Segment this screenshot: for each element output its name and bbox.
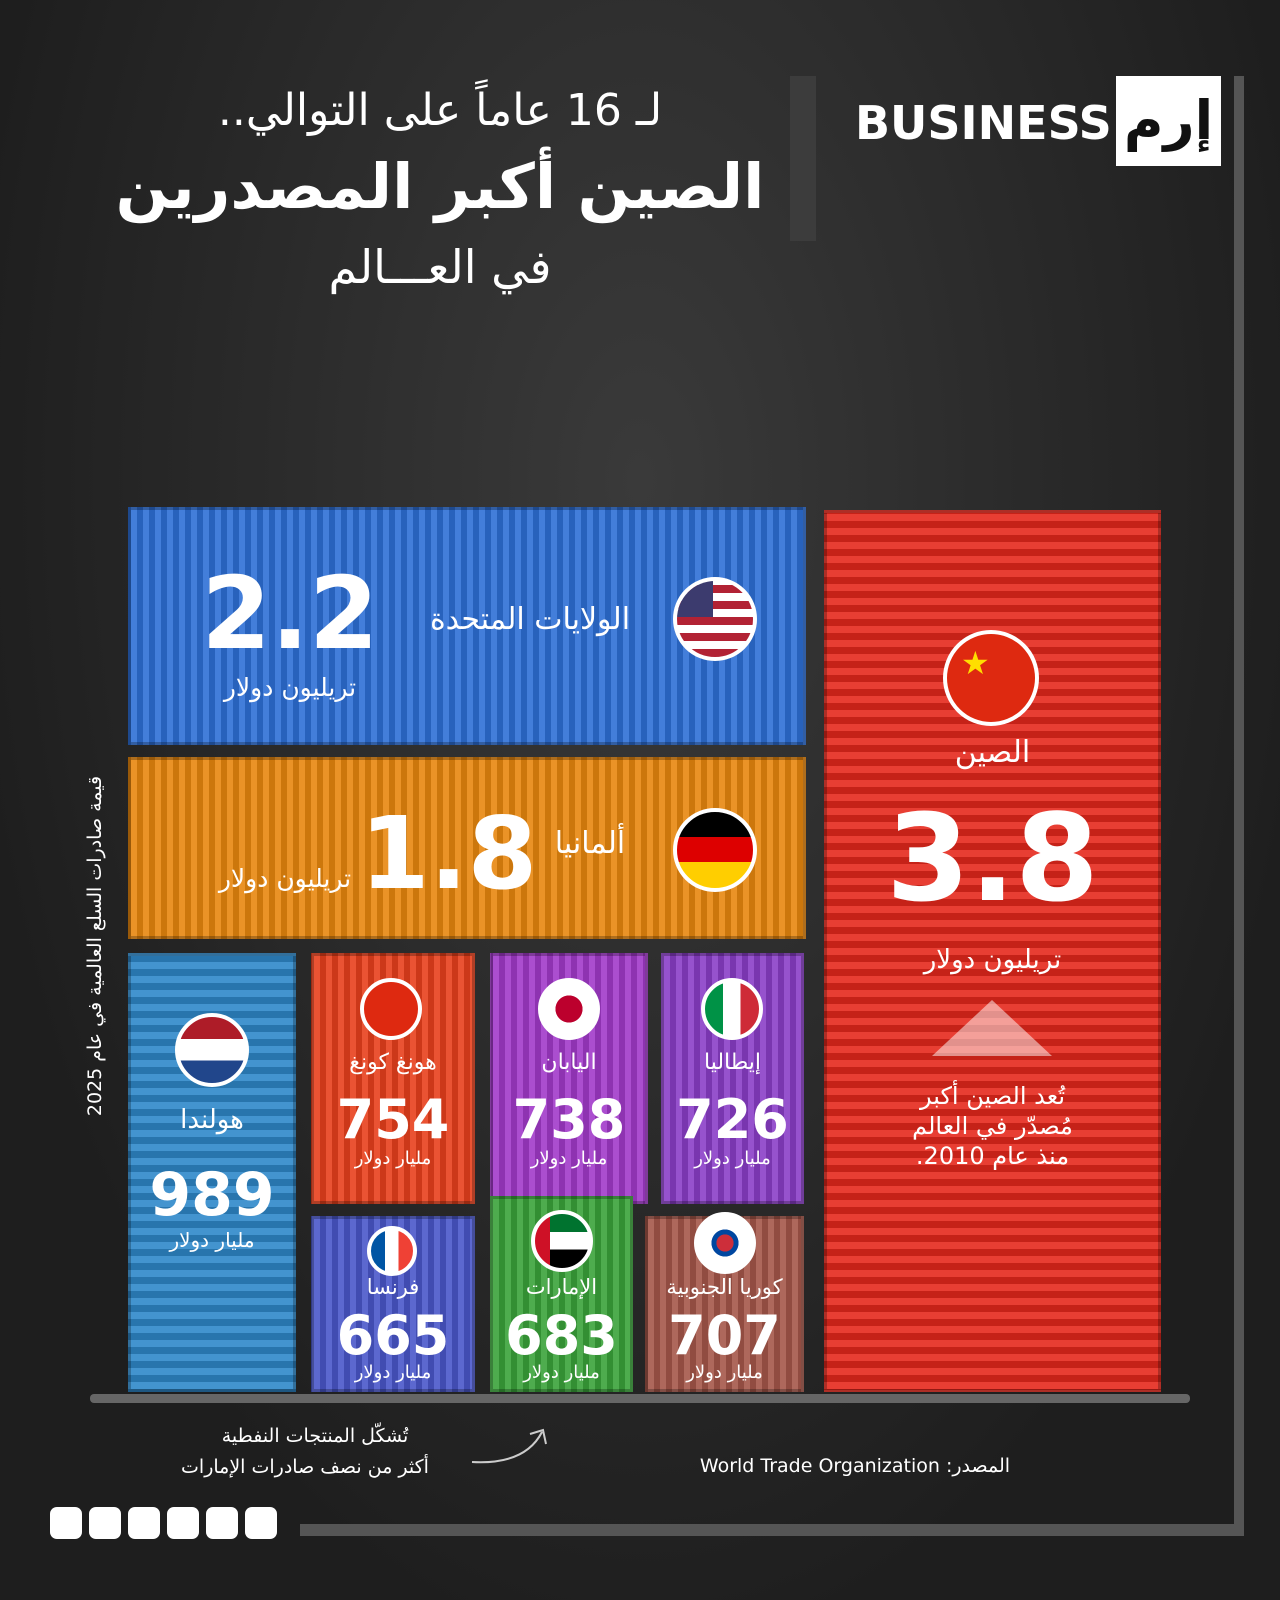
unit: مليار دولار <box>354 1148 432 1169</box>
country: هونغ كونغ <box>349 1050 437 1075</box>
value: 726 <box>676 1088 789 1151</box>
value: 683 <box>505 1304 618 1367</box>
note: مُصدّر في العالم <box>912 1112 1073 1140</box>
flag <box>360 978 422 1040</box>
value: 2.2 <box>201 555 379 672</box>
social-icon[interactable] <box>206 1507 238 1539</box>
value: 3.8 <box>886 790 1099 929</box>
flag <box>538 978 600 1040</box>
flag <box>673 577 757 661</box>
flag <box>673 808 757 892</box>
unit: تريليون دولار <box>223 673 357 702</box>
unit: مليار دولار <box>686 1362 763 1383</box>
title-line: لـ 16 عاماً على التوالي.. <box>217 85 663 136</box>
social-icon[interactable] <box>50 1507 82 1539</box>
country: كوريا الجنوبية <box>666 1275 783 1299</box>
social-icon[interactable] <box>128 1507 160 1539</box>
country: فرنسا <box>366 1275 420 1299</box>
side-label: قيمة صادرات السلع العالمية في عام 2025 <box>84 775 106 1117</box>
country: الصين <box>954 735 1031 770</box>
flag <box>694 1212 756 1274</box>
logo-mark: إرم <box>1116 76 1221 166</box>
value: 754 <box>336 1088 450 1151</box>
note: تُشكّل المنتجات النفطية <box>221 1425 409 1447</box>
flag <box>367 1226 417 1276</box>
title-main: الصين أكبر المصدرين <box>115 150 765 223</box>
note: تُعد الصين أكبر <box>920 1082 1065 1110</box>
logo-word: BUSINESS <box>855 96 1112 150</box>
unit: مليار دولار <box>354 1362 432 1383</box>
unit: مليار دولار <box>523 1362 600 1383</box>
divider <box>790 76 816 241</box>
value: 707 <box>668 1304 781 1367</box>
unit: مليار دولار <box>530 1148 608 1169</box>
flag <box>531 1210 593 1272</box>
flag <box>175 1013 249 1087</box>
arrow <box>932 1000 1052 1056</box>
value: 989 <box>149 1160 275 1230</box>
social-icon[interactable] <box>167 1507 199 1539</box>
country: إيطاليا <box>703 1050 762 1075</box>
title-line: في العـــالم <box>328 240 552 294</box>
source: المصدر: World Trade Organization <box>699 1455 1011 1477</box>
unit: مليار دولار <box>169 1228 255 1252</box>
flag <box>701 978 763 1040</box>
value: 1.8 <box>360 795 538 912</box>
unit: تريليون دولار <box>923 945 1062 975</box>
frame <box>300 1524 1244 1536</box>
country: ألمانيا <box>554 826 626 861</box>
social-icons <box>50 1507 284 1543</box>
value: 665 <box>336 1304 450 1367</box>
value: 738 <box>512 1088 626 1151</box>
flag: ★ <box>943 630 1039 726</box>
country: اليابان <box>541 1050 597 1075</box>
social-icon[interactable] <box>89 1507 121 1539</box>
country: هولندا <box>180 1105 244 1135</box>
note: أكثر من نصف صادرات الإمارات <box>181 1456 429 1478</box>
social-icon[interactable] <box>245 1507 277 1539</box>
unit: تريليون دولار <box>218 864 352 893</box>
country: الإمارات <box>525 1275 598 1299</box>
country: الولايات المتحدة <box>429 602 631 637</box>
frame <box>1234 76 1244 1536</box>
ground <box>90 1394 1190 1403</box>
unit: مليار دولار <box>694 1148 771 1169</box>
arrow <box>471 1428 547 1464</box>
note: منذ عام 2010. <box>915 1142 1070 1170</box>
